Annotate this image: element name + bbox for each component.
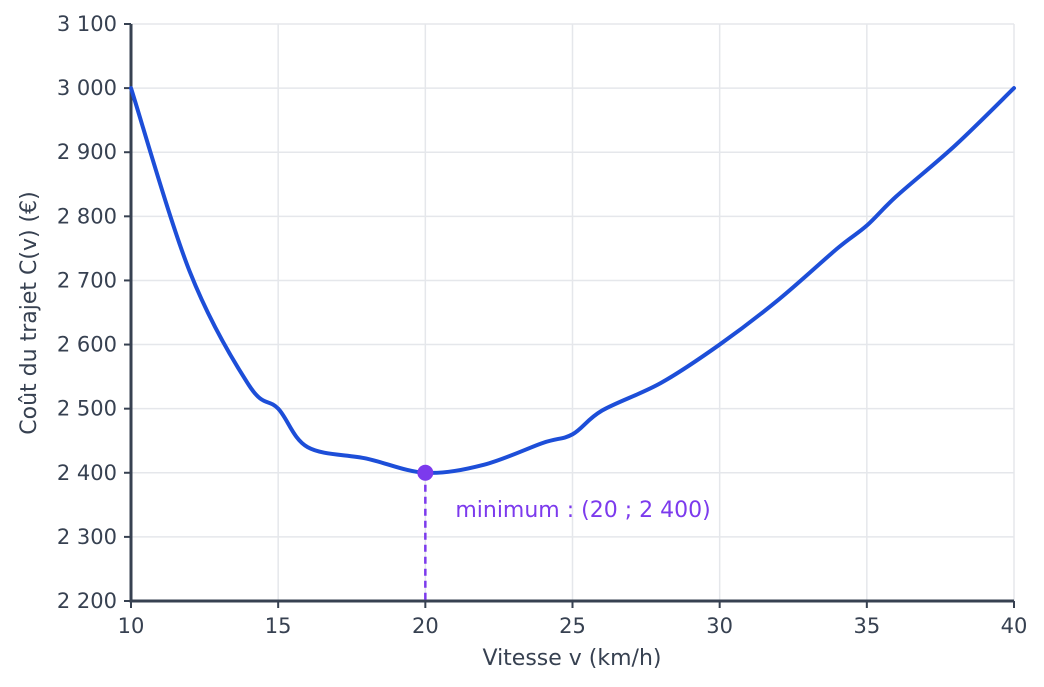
x-tick-label: 40 <box>1001 614 1028 638</box>
y-tick-label: 2 600 <box>57 333 117 357</box>
y-tick-label: 2 500 <box>57 397 117 421</box>
y-tick-label: 2 200 <box>57 589 117 613</box>
y-tick-label: 2 900 <box>57 140 117 164</box>
x-tick-label: 25 <box>559 614 586 638</box>
y-tick-label: 3 000 <box>57 76 117 100</box>
y-tick-label: 2 400 <box>57 461 117 485</box>
y-tick-label: 2 800 <box>57 204 117 228</box>
series-line <box>129 86 1016 475</box>
y-axis-title: Coût du trajet C(v) (€) <box>17 191 42 434</box>
x-tick-label: 10 <box>118 614 145 638</box>
x-tick-label: 15 <box>265 614 292 638</box>
ticks: 10 15 20 25 30 35 40 2 200 2 300 2 400 2 500 2 600 2… <box>57 12 1027 638</box>
y-tick-label: 3 100 <box>57 12 117 36</box>
minimum-annotation-label: minimum : (20 ; 2 400) <box>455 498 710 523</box>
y-tick-label: 2 700 <box>57 268 117 292</box>
x-tick-label: 35 <box>853 614 880 638</box>
plot-area: minimum : (20 ; 2 400) <box>129 86 1016 601</box>
x-tick-label: 30 <box>706 614 733 638</box>
x-axis-title: Vitesse v (km/h) <box>483 646 662 671</box>
y-tick-label: 2 300 <box>57 525 117 549</box>
minimum-point <box>417 464 434 481</box>
x-tick-label: 20 <box>412 614 439 638</box>
